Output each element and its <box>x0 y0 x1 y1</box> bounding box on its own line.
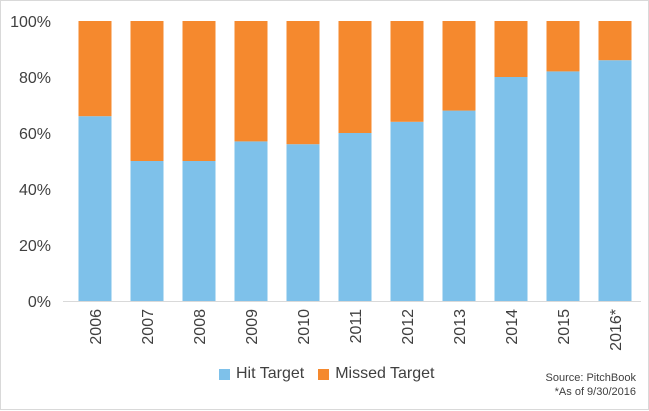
legend-label-missed-target: Missed Target <box>335 365 435 382</box>
bar-hit-target <box>78 116 112 301</box>
legend-swatch-missed-target <box>318 368 330 380</box>
legend-label-hit-target: Hit Target <box>236 365 305 382</box>
bar-missed-target <box>286 21 320 145</box>
legend-item-hit-target: Hit Target <box>219 365 304 383</box>
bar-missed-target <box>234 21 268 142</box>
source-text: Source: PitchBook <box>545 372 637 384</box>
bar-missed-target <box>78 21 112 117</box>
x-tick-label: 2016* <box>608 309 625 351</box>
legend-swatch-hit-target <box>219 368 230 380</box>
bar-hit-target <box>286 144 320 301</box>
bar-missed-target <box>182 21 216 161</box>
legend: Hit Target Missed Target <box>219 365 435 383</box>
bar-hit-target <box>598 60 632 302</box>
bar-missed-target <box>546 21 580 72</box>
bar-missed-target <box>338 21 372 133</box>
x-tick-label: 2014 <box>504 309 521 345</box>
bar-hit-target <box>390 121 424 301</box>
bar-hit-target <box>442 110 476 301</box>
x-tick-label: 2010 <box>296 309 313 345</box>
x-tick-label: 2011 <box>348 309 365 344</box>
bar-missed-target <box>598 21 632 61</box>
bar-hit-target <box>130 161 164 301</box>
bar-missed-target <box>390 21 424 122</box>
x-tick-label: 2015 <box>556 309 573 345</box>
bar-hit-target <box>182 161 216 301</box>
x-tick-label: 2009 <box>244 309 261 345</box>
x-tick-label: 2007 <box>140 309 157 345</box>
bar-hit-target <box>234 141 268 301</box>
bar-missed-target <box>494 21 528 77</box>
bar-missed-target <box>442 21 476 111</box>
y-tick-label: 100% <box>10 14 51 31</box>
y-tick-label: 40% <box>19 182 51 199</box>
y-tick-label: 0% <box>28 294 51 311</box>
x-tick-label: 2013 <box>452 309 469 345</box>
y-tick-label: 60% <box>19 126 51 143</box>
x-tick-label: 2006 <box>88 309 105 345</box>
legend-item-missed-target: Missed Target <box>318 365 435 383</box>
y-tick-label: 20% <box>19 238 51 255</box>
y-tick-label: 80% <box>19 70 51 87</box>
x-tick-label: 2012 <box>400 309 417 345</box>
source-note: Source: PitchBook *As of 9/30/2016 <box>546 371 637 399</box>
footnote-text: *As of 9/30/2016 <box>554 386 636 398</box>
bar-hit-target <box>494 77 528 301</box>
bar-missed-target <box>130 21 164 161</box>
bar-hit-target <box>546 71 580 302</box>
bar-hit-target <box>338 133 372 301</box>
x-tick-label: 2008 <box>192 309 209 345</box>
